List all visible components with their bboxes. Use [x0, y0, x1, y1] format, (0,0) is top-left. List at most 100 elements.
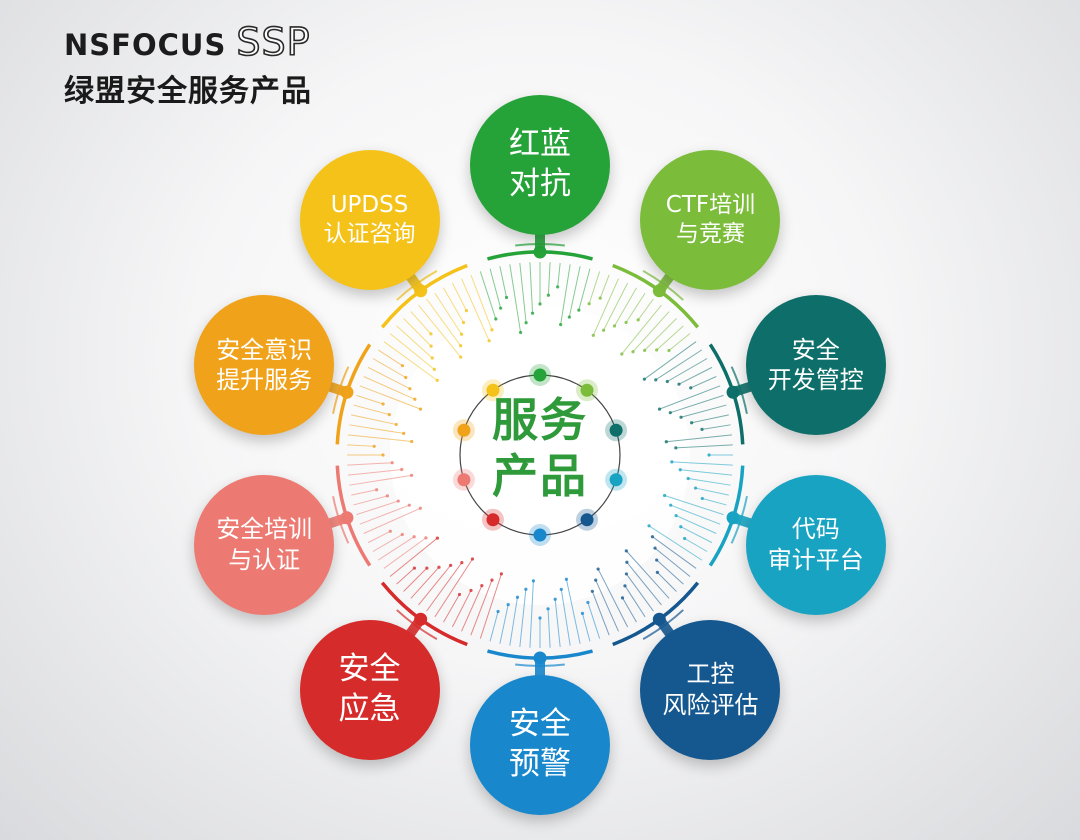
radial-tick-dot	[530, 311, 535, 315]
radial-tick	[489, 611, 499, 642]
service-node-line1: 代码	[791, 514, 840, 543]
radial-tick	[675, 515, 717, 534]
service-node[interactable]: 安全意识 提升服务	[194, 295, 335, 436]
radial-tick-dot	[494, 317, 498, 321]
connector-dot	[414, 284, 428, 298]
service-node-line2: 对抗	[509, 166, 571, 202]
radial-tick-dot	[381, 453, 385, 457]
radial-tick	[695, 487, 729, 496]
connector-dot	[414, 612, 428, 626]
radial-tick-dot	[504, 295, 509, 300]
radial-tick-dot	[460, 560, 464, 565]
service-node-line2: 与竞赛	[675, 221, 745, 248]
radial-tick-dot	[538, 616, 542, 620]
radial-tick-dot	[594, 578, 598, 582]
radial-tick-dot	[700, 496, 704, 501]
radial-tick-dot	[459, 355, 463, 359]
radial-tick-dot	[435, 378, 439, 382]
service-node[interactable]: 工控 风险评估	[640, 619, 781, 760]
service-node[interactable]: 安全 应急	[299, 619, 440, 760]
radial-tick-dot	[413, 397, 417, 401]
radial-tick-dot	[564, 577, 569, 581]
radial-tick	[434, 292, 462, 335]
radial-tick	[396, 325, 433, 359]
radial-tick-dot	[538, 302, 542, 306]
radial-tick	[626, 561, 662, 606]
radial-tick-dot	[690, 421, 694, 425]
radial-tick-dot	[457, 592, 462, 597]
radial-tick-dot	[596, 567, 600, 571]
service-node[interactable]: 代码 审计平台	[745, 474, 886, 615]
radial-tick	[614, 287, 637, 327]
radial-tick	[560, 264, 571, 325]
radial-tick-dot	[668, 411, 672, 415]
radial-tick	[499, 604, 509, 644]
radial-tick	[529, 580, 534, 648]
radial-tick	[353, 495, 388, 506]
radial-tick	[702, 497, 727, 506]
service-node[interactable]: 安全 预警	[470, 675, 610, 815]
service-node[interactable]: 安全 开发管控	[745, 295, 886, 436]
radial-tick-dot	[567, 315, 571, 319]
connector-dot	[533, 651, 547, 665]
radial-tick	[671, 461, 733, 466]
radial-tick-dot	[400, 467, 404, 472]
radial-tick-dot	[601, 328, 606, 332]
radial-tick	[656, 325, 684, 351]
radial-tick	[597, 568, 629, 628]
service-node[interactable]: CTF培训 与竞赛	[640, 150, 781, 291]
radial-tick-dot	[459, 344, 463, 348]
radial-tick	[547, 262, 551, 296]
radial-tick	[396, 567, 415, 585]
radial-tick	[410, 311, 432, 335]
service-node[interactable]: 安全培训 与认证	[194, 474, 335, 615]
radial-tick	[622, 597, 637, 623]
service-node-line1: UPDSS	[330, 191, 409, 218]
radial-tick	[595, 579, 619, 632]
radial-tick-dot	[407, 503, 411, 507]
radial-tick-dot	[410, 439, 414, 444]
radial-tick-dot	[657, 407, 662, 411]
radial-tick-dot	[506, 603, 510, 607]
service-node[interactable]: 红蓝 对抗	[470, 95, 610, 235]
radial-tick	[347, 462, 393, 466]
radial-tick-dot	[429, 332, 433, 336]
radial-tick	[670, 394, 724, 414]
service-node-line2: 预警	[509, 746, 571, 782]
inner-dot	[609, 423, 623, 437]
radial-tick-dot	[623, 584, 627, 588]
radial-tick-dot	[524, 321, 528, 325]
service-node-line1: 安全	[338, 650, 401, 687]
service-node-line1: 安全	[791, 335, 840, 364]
radial-tick	[351, 489, 377, 496]
radial-tick	[659, 385, 721, 410]
radial-tick-dot	[662, 493, 667, 498]
radial-tick	[529, 262, 534, 314]
radial-tick	[372, 358, 407, 378]
radial-tick	[625, 573, 654, 612]
radial-tick-dot	[408, 387, 412, 391]
radial-tick	[349, 474, 412, 486]
radial-tick	[655, 349, 703, 381]
service-node-line1: 安全培训	[216, 514, 313, 543]
connector-dot	[726, 511, 740, 525]
radial-tick	[519, 589, 527, 647]
radial-tick-dot	[388, 529, 392, 533]
radial-tick-dot	[700, 427, 704, 431]
radial-tick	[434, 558, 473, 618]
radial-tick-dot	[418, 506, 422, 510]
radial-tick	[389, 537, 438, 577]
radial-tick-dot	[372, 444, 376, 448]
radial-tick-dot	[669, 503, 673, 507]
radial-tick-dot	[620, 352, 624, 356]
radial-tick-dot	[410, 473, 414, 477]
inner-dot	[486, 383, 500, 397]
service-node[interactable]: UPDSS 认证咨询	[299, 150, 440, 291]
radial-tick	[657, 572, 677, 592]
radial-tick-dot	[461, 320, 466, 325]
radial-tick	[363, 507, 421, 534]
radial-tick	[519, 263, 527, 323]
service-node-line2: 认证咨询	[323, 221, 416, 248]
radial-tick-dot	[674, 514, 678, 518]
radial-tick-dot	[559, 587, 563, 591]
